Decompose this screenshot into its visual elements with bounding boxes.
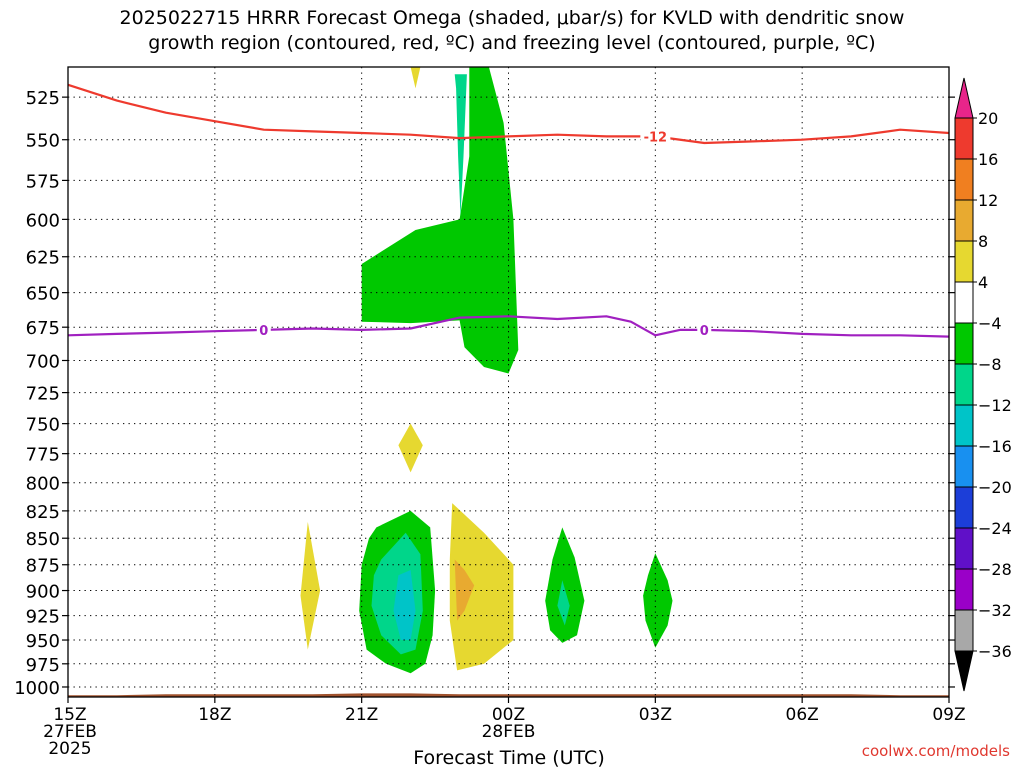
chart-title-line-1: 2025022715 HRRR Forecast Omega (shaded, … — [119, 7, 905, 29]
x-tick-label-2-0: 21Z — [345, 705, 378, 725]
y-tick-label-850: 850 — [26, 529, 60, 550]
y-tick-label-625: 625 — [26, 248, 60, 269]
y-tick-label-975: 975 — [26, 655, 60, 676]
x-tick-label-0-0: 15Z — [53, 705, 86, 725]
omega-region-10 — [398, 423, 423, 473]
contour-line-0 — [67, 83, 950, 145]
x-tick-label-5-0: 06Z — [786, 705, 819, 725]
omega-region-7 — [545, 527, 585, 643]
y-tick-label-700: 700 — [26, 351, 60, 372]
omega-region-5 — [449, 503, 514, 671]
colorbar: 20 16 12 8 4 −4 −8 −12 −16 −20 −24 −28 −32 −36 — [954, 77, 1012, 692]
contour-label-bg-1-1 — [697, 322, 712, 337]
y-tick-label-525: 525 — [26, 88, 60, 109]
omega-region-11 — [300, 521, 321, 650]
colorbar-bin-2 — [954, 199, 974, 242]
omega-region-12 — [410, 67, 421, 89]
y-tick-label-925: 925 — [26, 607, 60, 628]
y-tick-label-650: 650 — [26, 284, 60, 305]
colorbar-label-9: −20 — [978, 478, 1012, 497]
y-tick-label-775: 775 — [26, 445, 60, 466]
colorbar-label-1: 16 — [978, 150, 998, 169]
colorbar-label-3: 8 — [978, 232, 988, 251]
colorbar-bottom-arrow — [954, 650, 974, 692]
y-tick-label-725: 725 — [26, 384, 60, 405]
x-tick-label-0-2: 2025 — [48, 739, 91, 759]
y-tick-label-1000: 1000 — [14, 678, 60, 699]
colorbar-top-arrow — [954, 77, 974, 119]
colorbar-bin-11 — [954, 568, 974, 611]
colorbar-bin-1 — [954, 158, 974, 201]
y-tick-label-825: 825 — [26, 502, 60, 523]
y-tick-label-550: 550 — [26, 131, 60, 152]
colorbar-bin-9 — [954, 486, 974, 529]
colorbar-bin-7 — [954, 404, 974, 447]
colorbar-label-0: 20 — [978, 109, 998, 128]
colorbar-bin-4 — [954, 281, 974, 324]
colorbar-label-12: −32 — [978, 601, 1012, 620]
colorbar-bin-5 — [954, 322, 974, 365]
colorbar-bin-6 — [954, 363, 974, 406]
x-tick-label-6-0: 09Z — [932, 705, 965, 725]
colorbar-label-13: −36 — [978, 642, 1012, 661]
x-tick-label-4-0: 03Z — [639, 705, 672, 725]
y-tick-label-750: 750 — [26, 415, 60, 436]
colorbar-label-10: −24 — [978, 519, 1012, 538]
credit-text: coolwx.com/models — [861, 742, 1010, 760]
chart-title: 2025022715 HRRR Forecast Omega (shaded, … — [0, 6, 1024, 56]
chart-title-line-2: growth region (contoured, red, ºC) and f… — [148, 32, 876, 54]
colorbar-bin-0 — [954, 117, 974, 160]
x-tick-label-0-1: 27FEB — [43, 722, 97, 742]
omega-region-0 — [361, 67, 519, 374]
contour-lines: -12 0 0 — [67, 83, 950, 339]
colorbar-bin-3 — [954, 240, 974, 283]
x-tick-label-1-0: 18Z — [198, 705, 231, 725]
grid-lines — [68, 67, 949, 697]
contour-label-1-1: 0 — [700, 324, 709, 339]
colorbar-label-7: −12 — [978, 396, 1012, 415]
colorbar-bin-8 — [954, 445, 974, 488]
colorbar-bin-10 — [954, 527, 974, 570]
y-tick-label-600: 600 — [26, 210, 60, 231]
omega-region-8 — [557, 580, 570, 626]
x-tick-label-3-1: 28FEB — [482, 722, 536, 742]
omega-region-9 — [643, 553, 673, 648]
y-tick-label-875: 875 — [26, 556, 60, 577]
colorbar-label-6: −8 — [978, 355, 1002, 374]
colorbar-label-4: 4 — [978, 273, 988, 292]
omega-shading — [300, 67, 673, 674]
y-tick-label-675: 675 — [26, 318, 60, 339]
y-axis-ticks: 525 550 575 600 625 650 675 700 725 750 775 800 825 8… — [14, 88, 955, 699]
y-tick-label-900: 900 — [26, 582, 60, 603]
contour-label-0-0: -12 — [644, 130, 668, 145]
x-tick-label-3-0: 00Z — [492, 705, 525, 725]
colorbar-bin-12 — [954, 609, 974, 652]
y-tick-label-800: 800 — [26, 474, 60, 495]
y-tick-label-950: 950 — [26, 631, 60, 652]
colorbar-label-8: −16 — [978, 437, 1012, 456]
colorbar-label-5: −4 — [978, 314, 1002, 333]
omega-region-1 — [454, 74, 467, 217]
contour-line-1 — [67, 315, 950, 338]
colorbar-label-2: 12 — [978, 191, 998, 210]
colorbar-label-11: −28 — [978, 560, 1012, 579]
x-axis-label: Forecast Time (UTC) — [413, 747, 604, 768]
contour-label-bg-0-0 — [640, 129, 671, 144]
contour-label-1-0: 0 — [259, 324, 268, 339]
y-tick-label-575: 575 — [26, 171, 60, 192]
contour-label-bg-1-0 — [256, 322, 271, 337]
omega-region-4 — [393, 570, 416, 640]
